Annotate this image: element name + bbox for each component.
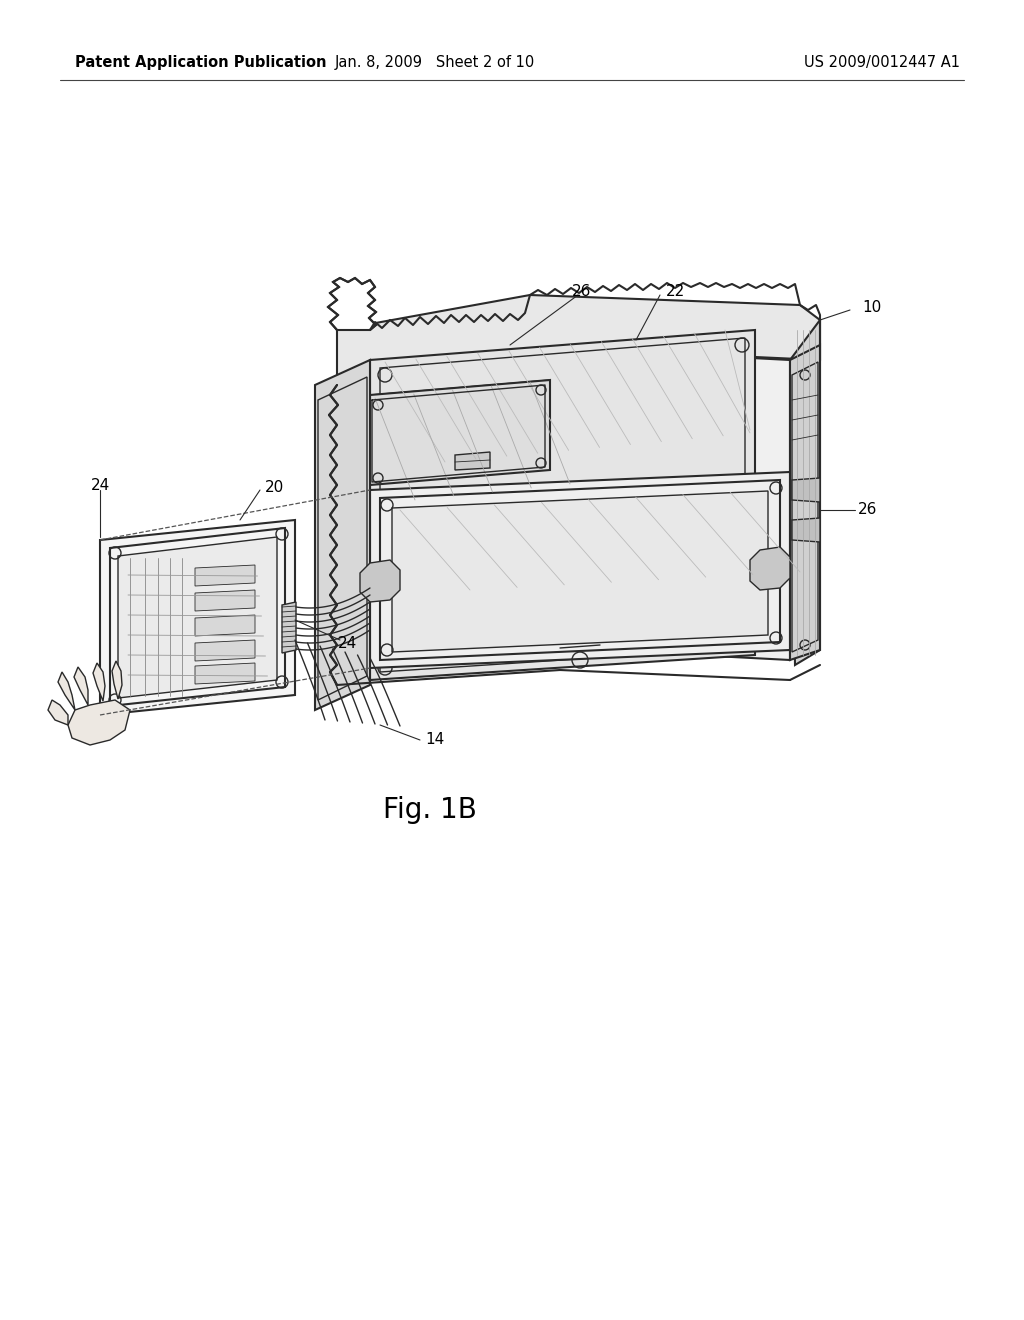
Polygon shape — [750, 546, 790, 590]
Polygon shape — [360, 560, 400, 602]
Polygon shape — [315, 360, 370, 710]
Text: 20: 20 — [265, 480, 285, 495]
Polygon shape — [792, 517, 820, 543]
Polygon shape — [58, 672, 75, 710]
Polygon shape — [790, 319, 820, 665]
Text: 22: 22 — [666, 285, 685, 300]
Polygon shape — [195, 663, 255, 684]
Polygon shape — [370, 330, 755, 680]
Polygon shape — [118, 537, 278, 698]
Polygon shape — [100, 520, 295, 715]
Text: 10: 10 — [862, 301, 882, 315]
Text: 24: 24 — [90, 478, 110, 492]
Polygon shape — [337, 294, 820, 385]
Polygon shape — [195, 640, 255, 661]
Polygon shape — [370, 473, 790, 668]
Polygon shape — [337, 348, 790, 685]
Text: US 2009/0012447 A1: US 2009/0012447 A1 — [804, 54, 961, 70]
Polygon shape — [315, 385, 338, 685]
Polygon shape — [74, 667, 88, 705]
Polygon shape — [282, 602, 296, 653]
Text: 24: 24 — [338, 635, 357, 651]
Polygon shape — [112, 661, 122, 700]
Polygon shape — [195, 590, 255, 611]
Polygon shape — [328, 279, 376, 330]
Text: Patent Application Publication: Patent Application Publication — [75, 54, 327, 70]
Text: 26: 26 — [572, 285, 592, 300]
Polygon shape — [195, 615, 255, 636]
Polygon shape — [455, 451, 490, 470]
Text: 14: 14 — [425, 733, 444, 747]
Polygon shape — [68, 700, 130, 744]
Polygon shape — [370, 380, 550, 459]
Polygon shape — [328, 279, 376, 330]
Text: 26: 26 — [858, 503, 878, 517]
Polygon shape — [792, 478, 820, 502]
Text: Fig. 1B: Fig. 1B — [383, 796, 477, 824]
Polygon shape — [48, 700, 68, 725]
Polygon shape — [392, 491, 768, 652]
Polygon shape — [93, 663, 105, 701]
Polygon shape — [195, 565, 255, 586]
Polygon shape — [370, 380, 550, 484]
Polygon shape — [790, 345, 820, 660]
Text: Jan. 8, 2009   Sheet 2 of 10: Jan. 8, 2009 Sheet 2 of 10 — [335, 54, 536, 70]
